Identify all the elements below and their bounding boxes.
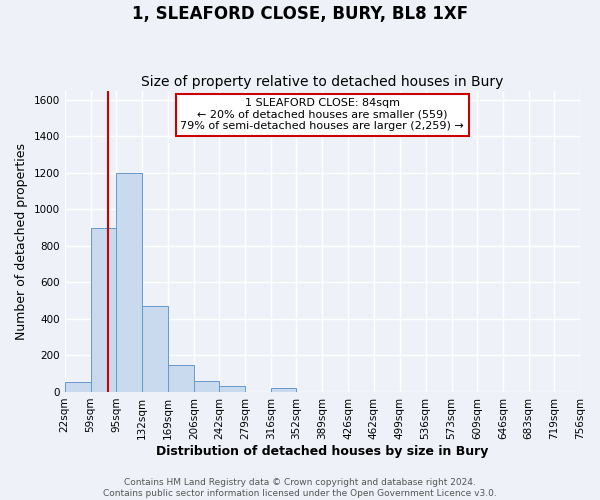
Bar [142,306,168,392]
Y-axis label: Number of detached properties: Number of detached properties [15,143,28,340]
X-axis label: Distribution of detached houses by size in Bury: Distribution of detached houses by size … [156,444,488,458]
Bar [91,228,116,392]
Bar [271,388,296,392]
Bar [219,386,245,392]
Bar [194,381,219,392]
Text: Contains HM Land Registry data © Crown copyright and database right 2024.
Contai: Contains HM Land Registry data © Crown c… [103,478,497,498]
Bar [168,364,194,392]
Title: Size of property relative to detached houses in Bury: Size of property relative to detached ho… [141,76,503,90]
Text: 1 SLEAFORD CLOSE: 84sqm
← 20% of detached houses are smaller (559)
79% of semi-d: 1 SLEAFORD CLOSE: 84sqm ← 20% of detache… [181,98,464,132]
Bar [116,173,142,392]
Text: 1, SLEAFORD CLOSE, BURY, BL8 1XF: 1, SLEAFORD CLOSE, BURY, BL8 1XF [132,5,468,23]
Bar [65,382,91,392]
